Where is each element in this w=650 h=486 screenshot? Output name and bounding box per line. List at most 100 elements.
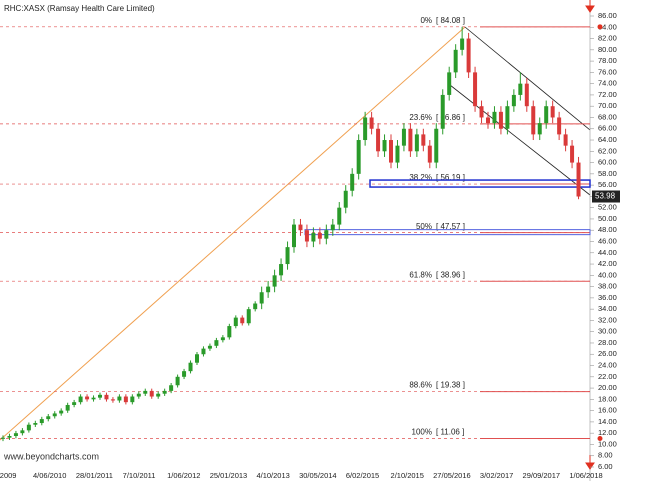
y-tick-label: 46.00 bbox=[598, 236, 617, 245]
candle-body bbox=[537, 123, 542, 135]
candle-body bbox=[149, 390, 154, 397]
support-box bbox=[369, 179, 591, 188]
y-tick-label: 14.00 bbox=[598, 417, 617, 426]
candle-body bbox=[182, 371, 187, 377]
candle-body bbox=[214, 340, 219, 346]
candle-body bbox=[531, 106, 536, 135]
candle-body bbox=[285, 247, 290, 265]
candle-body bbox=[479, 106, 484, 118]
fib-name: 38.2% bbox=[409, 173, 432, 182]
candle-body bbox=[550, 106, 555, 118]
candle-body bbox=[117, 396, 122, 401]
y-tick-label: 32.00 bbox=[598, 315, 617, 324]
candle-body bbox=[156, 393, 161, 397]
candle-body bbox=[570, 145, 575, 163]
candle-body bbox=[376, 128, 381, 152]
candle-body bbox=[427, 145, 432, 163]
candle-body bbox=[175, 376, 180, 386]
candle-body bbox=[408, 128, 413, 152]
candle-body bbox=[272, 275, 277, 287]
fib-name: 100% bbox=[412, 428, 432, 437]
candle-body bbox=[369, 117, 374, 129]
candle-body bbox=[343, 190, 348, 208]
y-tick-label: 6.00 bbox=[598, 462, 613, 471]
candle-body bbox=[304, 230, 309, 242]
candle-body bbox=[317, 233, 322, 239]
candle-body bbox=[434, 128, 439, 163]
y-tick-label: 86.00 bbox=[598, 11, 617, 20]
candle-body bbox=[91, 397, 96, 400]
y-tick-label: 62.00 bbox=[598, 146, 617, 155]
candle-body bbox=[324, 230, 329, 239]
candle-body bbox=[330, 224, 335, 231]
fib-name: 0% bbox=[420, 16, 432, 25]
candle-body bbox=[395, 145, 400, 163]
candle-body bbox=[266, 286, 271, 293]
y-tick-label: 82.00 bbox=[598, 34, 617, 43]
fib-value-label: [ 84.08 ] bbox=[436, 16, 465, 25]
candle-body bbox=[440, 94, 445, 129]
y-tick-label: 44.00 bbox=[598, 248, 617, 257]
candle-body bbox=[246, 309, 251, 324]
fib-value-label: [ 19.38 ] bbox=[436, 381, 465, 390]
y-tick-label: 28.00 bbox=[598, 338, 617, 347]
candle-body bbox=[544, 106, 549, 124]
y-tick-label: 24.00 bbox=[598, 361, 617, 370]
watermark: www.beyondcharts.com bbox=[3, 451, 99, 461]
candle-body bbox=[498, 111, 503, 129]
candle-body bbox=[201, 348, 206, 355]
candle-body bbox=[259, 292, 264, 304]
fib-value-label: [ 66.86 ] bbox=[436, 113, 465, 122]
candle-body bbox=[233, 317, 238, 327]
x-tick-label: 4/06/2010 bbox=[33, 471, 66, 480]
candle-body bbox=[382, 140, 387, 152]
fib-name: 50% bbox=[416, 222, 432, 231]
y-tick-label: 42.00 bbox=[598, 259, 617, 268]
candle-body bbox=[188, 362, 193, 372]
channel-lower bbox=[449, 84, 591, 196]
y-tick-label: 26.00 bbox=[598, 349, 617, 358]
fib-value-label: [ 11.06 ] bbox=[436, 428, 464, 437]
y-tick-label: 72.00 bbox=[598, 90, 617, 99]
candle-body bbox=[557, 117, 562, 135]
candle-body bbox=[85, 396, 90, 400]
candle-body bbox=[466, 38, 471, 73]
candle-body bbox=[401, 128, 406, 146]
x-tick-label: 3/02/2017 bbox=[480, 471, 513, 480]
candle-body bbox=[20, 430, 25, 434]
candle-body bbox=[1, 437, 5, 439]
y-tick-label: 50.00 bbox=[598, 214, 617, 223]
candle-body bbox=[389, 140, 393, 163]
candle-body bbox=[130, 396, 135, 403]
candle-body bbox=[123, 396, 128, 403]
candle-body bbox=[576, 162, 581, 197]
candle-body bbox=[292, 224, 296, 248]
y-tick-label: 76.00 bbox=[598, 67, 617, 76]
y-tick-label: 80.00 bbox=[598, 45, 617, 54]
fib-value-label: [ 38.96 ] bbox=[436, 270, 465, 279]
candle-body bbox=[460, 38, 465, 50]
candle-body bbox=[220, 337, 225, 341]
candle-body bbox=[511, 94, 516, 107]
candle-body bbox=[563, 134, 568, 146]
arrow-down-marker bbox=[585, 455, 595, 470]
y-tick-label: 66.00 bbox=[598, 124, 617, 133]
y-tick-label: 48.00 bbox=[598, 225, 617, 234]
y-tick-label: 68.00 bbox=[598, 112, 617, 121]
candle-body bbox=[350, 173, 355, 191]
x-tick-label: 25/01/2013 bbox=[210, 471, 248, 480]
candle-body bbox=[98, 394, 102, 398]
candle-body bbox=[59, 410, 64, 414]
fib-value-label: [ 47.57 ] bbox=[436, 222, 465, 231]
fib-dot bbox=[597, 435, 603, 441]
candle-body bbox=[33, 423, 38, 425]
candle-body bbox=[421, 134, 426, 146]
y-tick-label: 58.00 bbox=[598, 169, 617, 178]
trend-line bbox=[0, 26, 466, 441]
candle-body bbox=[505, 106, 510, 129]
candle-body bbox=[253, 303, 258, 310]
candle-body bbox=[227, 326, 232, 338]
x-tick-label: 1/06/2012 bbox=[167, 471, 200, 480]
candle-body bbox=[143, 390, 148, 394]
candle-body bbox=[518, 83, 523, 95]
